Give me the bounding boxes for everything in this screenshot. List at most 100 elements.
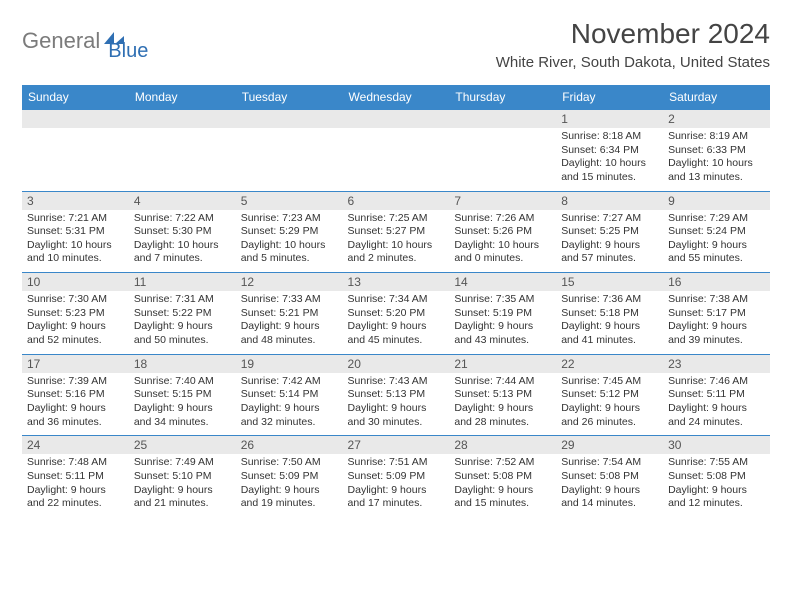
sunrise-text: Sunrise: 7:21 AM [27, 212, 124, 226]
logo-word-1: General [22, 28, 100, 54]
daylight-text: Daylight: 9 hours and 39 minutes. [668, 320, 765, 347]
calendar-cell: 22Sunrise: 7:45 AMSunset: 5:12 PMDayligh… [556, 354, 663, 436]
day-details: Sunrise: 7:50 AMSunset: 5:09 PMDaylight:… [236, 454, 343, 517]
daylight-text: Daylight: 9 hours and 28 minutes. [454, 402, 551, 429]
daylight-text: Daylight: 10 hours and 13 minutes. [668, 157, 765, 184]
dayname-friday: Friday [556, 85, 663, 110]
day-details: Sunrise: 8:19 AMSunset: 6:33 PMDaylight:… [663, 128, 770, 191]
day-details: Sunrise: 7:39 AMSunset: 5:16 PMDaylight:… [22, 373, 129, 436]
day-number: 14 [449, 273, 556, 291]
daylight-text: Daylight: 9 hours and 43 minutes. [454, 320, 551, 347]
day-details: Sunrise: 7:22 AMSunset: 5:30 PMDaylight:… [129, 210, 236, 273]
calendar-cell: 12Sunrise: 7:33 AMSunset: 5:21 PMDayligh… [236, 273, 343, 355]
calendar-cell: 29Sunrise: 7:54 AMSunset: 5:08 PMDayligh… [556, 436, 663, 517]
calendar-cell: 4Sunrise: 7:22 AMSunset: 5:30 PMDaylight… [129, 191, 236, 273]
sunset-text: Sunset: 5:19 PM [454, 307, 551, 321]
day-details: Sunrise: 7:42 AMSunset: 5:14 PMDaylight:… [236, 373, 343, 436]
sunset-text: Sunset: 5:30 PM [134, 225, 231, 239]
day-details: Sunrise: 7:21 AMSunset: 5:31 PMDaylight:… [22, 210, 129, 273]
calendar-cell [129, 110, 236, 192]
daylight-text: Daylight: 9 hours and 48 minutes. [241, 320, 338, 347]
sunrise-text: Sunrise: 7:54 AM [561, 456, 658, 470]
sunrise-text: Sunrise: 7:34 AM [348, 293, 445, 307]
calendar-week-row: 1Sunrise: 8:18 AMSunset: 6:34 PMDaylight… [22, 110, 770, 192]
daylight-text: Daylight: 9 hours and 14 minutes. [561, 484, 658, 511]
day-number: 30 [663, 436, 770, 454]
daylight-text: Daylight: 9 hours and 15 minutes. [454, 484, 551, 511]
daylight-text: Daylight: 9 hours and 17 minutes. [348, 484, 445, 511]
day-number: 8 [556, 192, 663, 210]
calendar-cell: 17Sunrise: 7:39 AMSunset: 5:16 PMDayligh… [22, 354, 129, 436]
daylight-text: Daylight: 10 hours and 7 minutes. [134, 239, 231, 266]
day-number: 10 [22, 273, 129, 291]
sunrise-text: Sunrise: 7:51 AM [348, 456, 445, 470]
sunset-text: Sunset: 5:08 PM [454, 470, 551, 484]
day-number: 20 [343, 355, 450, 373]
sunrise-text: Sunrise: 7:46 AM [668, 375, 765, 389]
daylight-text: Daylight: 9 hours and 30 minutes. [348, 402, 445, 429]
calendar-cell: 19Sunrise: 7:42 AMSunset: 5:14 PMDayligh… [236, 354, 343, 436]
daylight-text: Daylight: 9 hours and 21 minutes. [134, 484, 231, 511]
day-number: 3 [22, 192, 129, 210]
calendar-cell [236, 110, 343, 192]
calendar-cell: 1Sunrise: 8:18 AMSunset: 6:34 PMDaylight… [556, 110, 663, 192]
calendar-cell: 11Sunrise: 7:31 AMSunset: 5:22 PMDayligh… [129, 273, 236, 355]
sunrise-text: Sunrise: 7:49 AM [134, 456, 231, 470]
day-details: Sunrise: 7:48 AMSunset: 5:11 PMDaylight:… [22, 454, 129, 517]
day-number: 19 [236, 355, 343, 373]
calendar-table: Sunday Monday Tuesday Wednesday Thursday… [22, 85, 770, 517]
sunrise-text: Sunrise: 7:38 AM [668, 293, 765, 307]
day-number: 22 [556, 355, 663, 373]
day-details: Sunrise: 7:54 AMSunset: 5:08 PMDaylight:… [556, 454, 663, 517]
sunrise-text: Sunrise: 7:25 AM [348, 212, 445, 226]
dayname-tuesday: Tuesday [236, 85, 343, 110]
day-number: 4 [129, 192, 236, 210]
sunset-text: Sunset: 5:09 PM [241, 470, 338, 484]
empty-daynum-bar [236, 110, 343, 128]
title-block: November 2024 White River, South Dakota,… [496, 18, 770, 71]
day-details: Sunrise: 7:31 AMSunset: 5:22 PMDaylight:… [129, 291, 236, 354]
sunset-text: Sunset: 5:23 PM [27, 307, 124, 321]
sunset-text: Sunset: 5:13 PM [348, 388, 445, 402]
daylight-text: Daylight: 9 hours and 19 minutes. [241, 484, 338, 511]
calendar-cell [22, 110, 129, 192]
day-details: Sunrise: 7:26 AMSunset: 5:26 PMDaylight:… [449, 210, 556, 273]
sunrise-text: Sunrise: 7:42 AM [241, 375, 338, 389]
day-number: 23 [663, 355, 770, 373]
sunrise-text: Sunrise: 7:43 AM [348, 375, 445, 389]
day-details: Sunrise: 7:38 AMSunset: 5:17 PMDaylight:… [663, 291, 770, 354]
daylight-text: Daylight: 10 hours and 10 minutes. [27, 239, 124, 266]
sunrise-text: Sunrise: 7:27 AM [561, 212, 658, 226]
sunset-text: Sunset: 5:14 PM [241, 388, 338, 402]
day-number: 11 [129, 273, 236, 291]
sunset-text: Sunset: 5:27 PM [348, 225, 445, 239]
day-details: Sunrise: 7:49 AMSunset: 5:10 PMDaylight:… [129, 454, 236, 517]
sunset-text: Sunset: 5:25 PM [561, 225, 658, 239]
sunset-text: Sunset: 5:18 PM [561, 307, 658, 321]
day-details: Sunrise: 7:40 AMSunset: 5:15 PMDaylight:… [129, 373, 236, 436]
day-details: Sunrise: 7:45 AMSunset: 5:12 PMDaylight:… [556, 373, 663, 436]
sunrise-text: Sunrise: 7:48 AM [27, 456, 124, 470]
dayname-saturday: Saturday [663, 85, 770, 110]
sunset-text: Sunset: 5:08 PM [668, 470, 765, 484]
empty-cell-body [236, 128, 343, 186]
calendar-cell: 7Sunrise: 7:26 AMSunset: 5:26 PMDaylight… [449, 191, 556, 273]
daylight-text: Daylight: 9 hours and 32 minutes. [241, 402, 338, 429]
day-number: 17 [22, 355, 129, 373]
daylight-text: Daylight: 10 hours and 2 minutes. [348, 239, 445, 266]
sunset-text: Sunset: 5:20 PM [348, 307, 445, 321]
calendar-cell: 25Sunrise: 7:49 AMSunset: 5:10 PMDayligh… [129, 436, 236, 517]
calendar-cell: 18Sunrise: 7:40 AMSunset: 5:15 PMDayligh… [129, 354, 236, 436]
day-details: Sunrise: 7:35 AMSunset: 5:19 PMDaylight:… [449, 291, 556, 354]
day-number: 13 [343, 273, 450, 291]
daylight-text: Daylight: 10 hours and 5 minutes. [241, 239, 338, 266]
calendar-cell: 13Sunrise: 7:34 AMSunset: 5:20 PMDayligh… [343, 273, 450, 355]
sunrise-text: Sunrise: 7:26 AM [454, 212, 551, 226]
calendar-cell: 24Sunrise: 7:48 AMSunset: 5:11 PMDayligh… [22, 436, 129, 517]
day-details: Sunrise: 7:55 AMSunset: 5:08 PMDaylight:… [663, 454, 770, 517]
day-details: Sunrise: 7:52 AMSunset: 5:08 PMDaylight:… [449, 454, 556, 517]
daylight-text: Daylight: 9 hours and 26 minutes. [561, 402, 658, 429]
day-number: 2 [663, 110, 770, 128]
calendar-cell: 3Sunrise: 7:21 AMSunset: 5:31 PMDaylight… [22, 191, 129, 273]
calendar-cell: 23Sunrise: 7:46 AMSunset: 5:11 PMDayligh… [663, 354, 770, 436]
